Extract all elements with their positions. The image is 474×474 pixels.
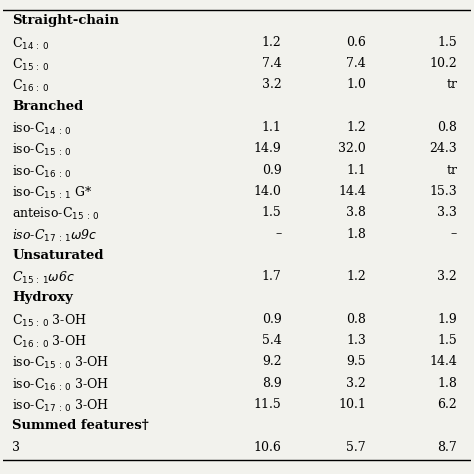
Text: 10.6: 10.6 [254, 440, 282, 454]
Text: Straight-chain: Straight-chain [12, 15, 119, 27]
Text: 1.3: 1.3 [346, 334, 366, 347]
Text: 3.2: 3.2 [438, 270, 457, 283]
Text: iso-C$_{15\,:\,0}$ 3-OH: iso-C$_{15\,:\,0}$ 3-OH [12, 356, 109, 372]
Text: 8.9: 8.9 [262, 377, 282, 390]
Text: 3.3: 3.3 [438, 206, 457, 219]
Text: 1.0: 1.0 [346, 78, 366, 91]
Text: 10.2: 10.2 [429, 57, 457, 70]
Text: 1.9: 1.9 [438, 313, 457, 326]
Text: 0.6: 0.6 [346, 36, 366, 49]
Text: –: – [451, 228, 457, 240]
Text: 5.4: 5.4 [262, 334, 282, 347]
Text: 10.1: 10.1 [338, 398, 366, 411]
Text: 9.2: 9.2 [262, 356, 282, 368]
Text: iso-C$_{16\,:\,0}$ 3-OH: iso-C$_{16\,:\,0}$ 3-OH [12, 377, 109, 393]
Text: tr: tr [446, 78, 457, 91]
Text: 1.5: 1.5 [438, 334, 457, 347]
Text: 3.2: 3.2 [262, 78, 282, 91]
Text: C$_{15\,:\,1}$$\omega$6$c$: C$_{15\,:\,1}$$\omega$6$c$ [12, 270, 75, 286]
Text: 1.5: 1.5 [438, 36, 457, 49]
Text: 1.2: 1.2 [346, 270, 366, 283]
Text: –: – [275, 228, 282, 240]
Text: 1.8: 1.8 [438, 377, 457, 390]
Text: 14.4: 14.4 [429, 356, 457, 368]
Text: 1.1: 1.1 [262, 121, 282, 134]
Text: 14.4: 14.4 [338, 185, 366, 198]
Text: 15.3: 15.3 [429, 185, 457, 198]
Text: 14.0: 14.0 [254, 185, 282, 198]
Text: iso-C$_{17\,:\,1}$$\omega$9$c$: iso-C$_{17\,:\,1}$$\omega$9$c$ [12, 228, 97, 244]
Text: 8.7: 8.7 [438, 440, 457, 454]
Text: C$_{16\,:\,0}$ 3-OH: C$_{16\,:\,0}$ 3-OH [12, 334, 87, 350]
Text: 7.4: 7.4 [262, 57, 282, 70]
Text: 1.7: 1.7 [262, 270, 282, 283]
Text: tr: tr [446, 164, 457, 177]
Text: 3: 3 [12, 440, 20, 454]
Text: Hydroxy: Hydroxy [12, 292, 73, 304]
Text: iso-C$_{16\,:\,0}$: iso-C$_{16\,:\,0}$ [12, 164, 71, 180]
Text: 9.5: 9.5 [346, 356, 366, 368]
Text: 6.2: 6.2 [438, 398, 457, 411]
Text: 7.4: 7.4 [346, 57, 366, 70]
Text: Summed features†: Summed features† [12, 419, 149, 432]
Text: 1.2: 1.2 [262, 36, 282, 49]
Text: 24.3: 24.3 [429, 142, 457, 155]
Text: 1.2: 1.2 [346, 121, 366, 134]
Text: C$_{14\,:\,0}$: C$_{14\,:\,0}$ [12, 36, 49, 52]
Text: 0.9: 0.9 [262, 313, 282, 326]
Text: 5.7: 5.7 [346, 440, 366, 454]
Text: 1.5: 1.5 [262, 206, 282, 219]
Text: 11.5: 11.5 [254, 398, 282, 411]
Text: 32.0: 32.0 [338, 142, 366, 155]
Text: C$_{15\,:\,0}$ 3-OH: C$_{15\,:\,0}$ 3-OH [12, 313, 87, 329]
Text: 14.9: 14.9 [254, 142, 282, 155]
Text: Unsaturated: Unsaturated [12, 249, 104, 262]
Text: iso-C$_{15\,:\,0}$: iso-C$_{15\,:\,0}$ [12, 142, 71, 158]
Text: 3.2: 3.2 [346, 377, 366, 390]
Text: 0.9: 0.9 [262, 164, 282, 177]
Text: 0.8: 0.8 [346, 313, 366, 326]
Text: anteiso-C$_{15\,:\,0}$: anteiso-C$_{15\,:\,0}$ [12, 206, 99, 222]
Text: 0.8: 0.8 [438, 121, 457, 134]
Text: iso-C$_{17\,:\,0}$ 3-OH: iso-C$_{17\,:\,0}$ 3-OH [12, 398, 109, 414]
Text: 3.8: 3.8 [346, 206, 366, 219]
Text: 1.8: 1.8 [346, 228, 366, 240]
Text: C$_{15\,:\,0}$: C$_{15\,:\,0}$ [12, 57, 49, 73]
Text: 1.1: 1.1 [346, 164, 366, 177]
Text: iso-C$_{14\,:\,0}$: iso-C$_{14\,:\,0}$ [12, 121, 71, 137]
Text: Branched: Branched [12, 100, 83, 113]
Text: iso-C$_{15\,:\,1}$ G*: iso-C$_{15\,:\,1}$ G* [12, 185, 92, 201]
Text: C$_{16\,:\,0}$: C$_{16\,:\,0}$ [12, 78, 49, 94]
